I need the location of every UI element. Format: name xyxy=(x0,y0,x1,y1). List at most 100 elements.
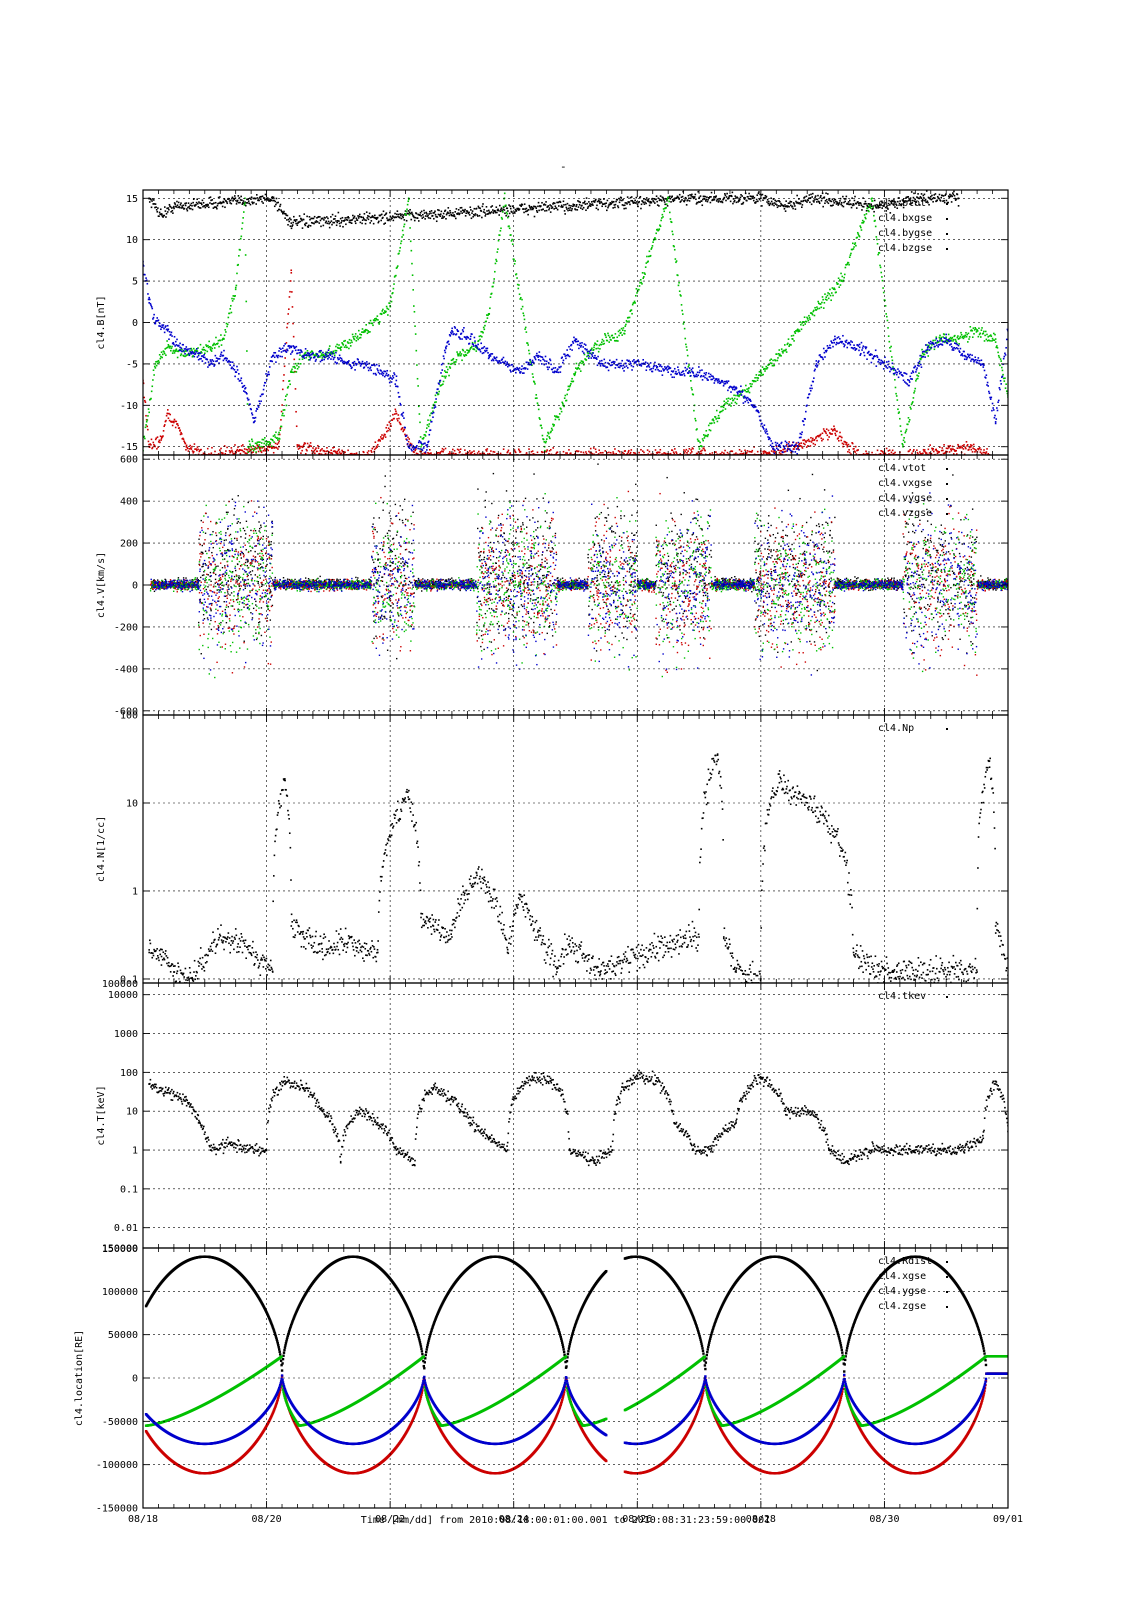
data-point xyxy=(615,200,617,203)
data-point xyxy=(781,453,783,455)
data-point xyxy=(502,448,505,450)
data-point xyxy=(863,220,865,223)
data-point xyxy=(427,214,429,217)
data-point xyxy=(369,367,371,370)
data-point xyxy=(185,448,187,451)
data-point xyxy=(341,449,343,452)
data-point xyxy=(658,205,660,207)
data-point xyxy=(553,202,556,205)
data-point xyxy=(374,372,377,375)
data-point xyxy=(518,367,521,369)
data-point xyxy=(284,343,287,345)
data-point xyxy=(485,314,488,316)
data-point xyxy=(290,227,293,230)
data-point xyxy=(244,202,246,204)
data-point xyxy=(362,331,365,334)
data-point xyxy=(396,418,398,420)
data-point xyxy=(201,199,204,202)
data-point xyxy=(894,378,896,381)
data-point xyxy=(170,347,173,350)
data-point xyxy=(238,197,241,199)
data-point xyxy=(816,198,819,201)
data-point xyxy=(150,304,152,307)
data-point xyxy=(376,446,378,448)
data-point xyxy=(604,450,607,452)
data-point xyxy=(355,452,358,454)
data-point xyxy=(279,203,282,206)
data-point xyxy=(860,204,863,207)
data-point xyxy=(187,202,190,204)
data-point xyxy=(611,201,614,204)
data-point xyxy=(156,360,159,363)
data-point xyxy=(644,198,647,201)
data-point xyxy=(436,452,439,454)
data-point xyxy=(883,204,885,207)
data-point xyxy=(151,200,153,202)
data-point xyxy=(623,207,625,210)
data-point xyxy=(341,342,343,344)
data-point xyxy=(186,209,189,212)
data-point xyxy=(288,379,291,382)
data-point xyxy=(368,215,370,218)
data-point xyxy=(760,197,762,200)
data-point xyxy=(831,287,834,289)
data-point xyxy=(638,200,641,203)
data-point xyxy=(202,201,205,204)
data-point xyxy=(955,453,958,455)
data-point xyxy=(334,218,336,220)
data-point xyxy=(804,440,807,442)
data-point xyxy=(334,215,337,217)
data-point xyxy=(392,376,395,379)
data-point xyxy=(831,433,833,435)
data-point xyxy=(435,391,438,394)
data-point xyxy=(180,433,183,435)
data-point xyxy=(187,450,190,452)
data-point xyxy=(908,450,910,452)
data-point xyxy=(622,198,624,201)
data-point xyxy=(821,439,823,442)
data-point xyxy=(785,200,787,202)
data-point xyxy=(471,341,474,344)
data-point xyxy=(457,353,460,356)
data-point xyxy=(323,219,325,221)
data-point xyxy=(847,201,850,203)
data-point xyxy=(525,331,528,333)
data-point xyxy=(792,334,795,337)
data-point xyxy=(906,200,908,202)
data-point xyxy=(543,441,546,443)
data-point xyxy=(622,327,625,329)
data-point xyxy=(229,305,232,307)
data-point xyxy=(839,431,841,434)
data-point xyxy=(766,366,769,369)
data-point xyxy=(940,196,943,199)
data-point xyxy=(444,377,447,379)
data-point xyxy=(832,294,834,297)
data-point xyxy=(671,230,674,233)
data-point xyxy=(993,339,996,341)
data-point xyxy=(439,379,442,382)
data-point xyxy=(587,352,589,355)
data-point xyxy=(840,272,842,275)
data-point xyxy=(375,218,378,221)
data-point xyxy=(534,205,537,208)
data-point xyxy=(460,210,462,213)
data-point xyxy=(894,201,897,203)
data-point xyxy=(618,329,621,332)
data-point xyxy=(359,365,362,367)
data-point xyxy=(306,215,308,218)
data-point xyxy=(876,449,879,452)
data-point xyxy=(890,451,893,454)
data-point xyxy=(860,226,862,229)
data-point xyxy=(765,452,768,454)
data-point xyxy=(313,222,315,225)
data-point xyxy=(279,205,281,208)
data-point xyxy=(380,437,383,440)
data-point xyxy=(531,361,533,364)
data-point xyxy=(275,361,277,363)
data-point xyxy=(751,449,754,452)
data-point xyxy=(1001,366,1003,369)
data-point xyxy=(968,448,970,451)
data-point xyxy=(865,209,868,212)
data-point xyxy=(919,452,922,455)
data-point xyxy=(341,220,343,222)
